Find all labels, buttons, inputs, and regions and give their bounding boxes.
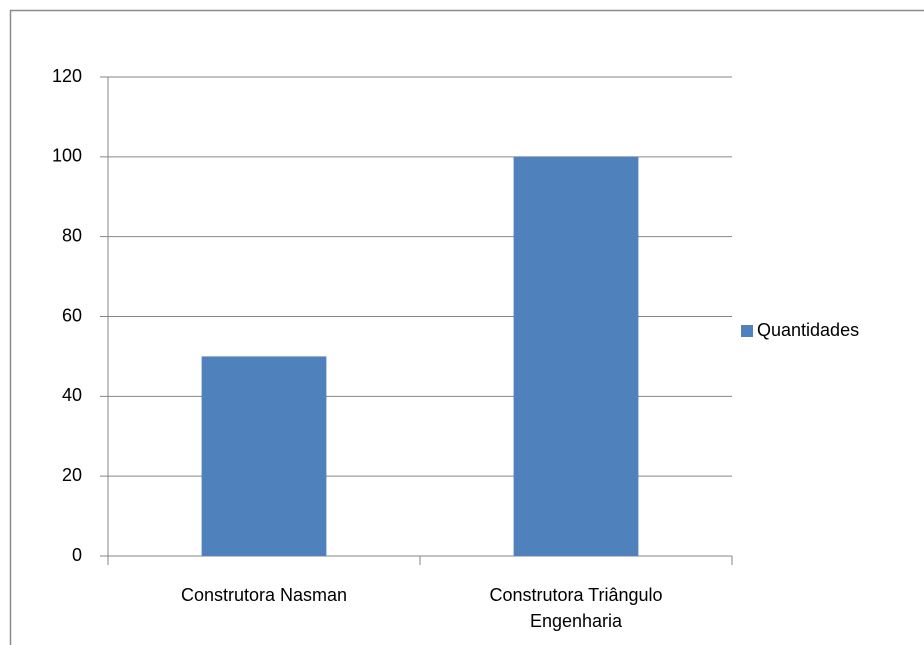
y-tick-label: 120 xyxy=(52,66,82,86)
y-tick-label: 60 xyxy=(62,305,82,325)
x-tick-label: Construtora Nasman xyxy=(180,585,348,605)
y-tick-label: 40 xyxy=(62,385,82,405)
legend-label: Quantidades xyxy=(757,320,859,340)
y-tick-label: 0 xyxy=(72,545,82,565)
y-tick-label: 80 xyxy=(62,225,82,245)
y-tick-label: 100 xyxy=(52,146,82,166)
x-tick-label: Construtora Triângulo Engenharia xyxy=(489,585,663,631)
legend-swatch xyxy=(741,325,753,337)
chart-border xyxy=(9,9,924,645)
y-tick-label: 20 xyxy=(62,465,82,485)
bar xyxy=(513,156,639,557)
bar xyxy=(201,356,327,556)
